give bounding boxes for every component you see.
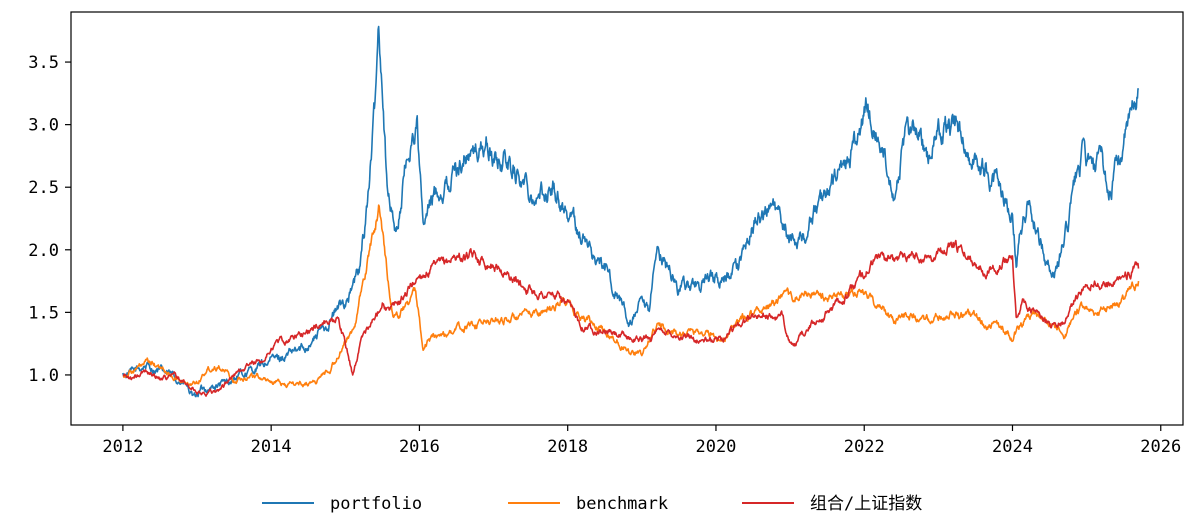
x-tick-label: 2014 — [251, 437, 292, 457]
series-line-ratio — [122, 239, 1140, 397]
x-tick-label: 2024 — [992, 437, 1033, 457]
legend-label: benchmark — [576, 494, 668, 514]
series-line-benchmark — [122, 204, 1140, 389]
y-tick-label: 3.5 — [28, 53, 59, 73]
y-axis: 1.0 1.5 2.0 2.5 3.0 3.5 — [28, 53, 71, 386]
y-tick-label: 2.0 — [28, 241, 59, 261]
legend: portfolio benchmark 组合/上证指数 — [262, 494, 922, 514]
x-tick-label: 2026 — [1140, 437, 1181, 457]
x-tick-label: 2020 — [695, 437, 736, 457]
legend-label: portfolio — [330, 494, 422, 514]
x-tick-label: 2012 — [102, 437, 143, 457]
y-tick-label: 3.0 — [28, 116, 59, 136]
legend-label: 组合/上证指数 — [810, 494, 922, 514]
y-tick-label: 1.5 — [28, 303, 59, 323]
axes-frame — [70, 11, 1184, 426]
series-line-portfolio — [122, 25, 1140, 398]
y-tick-label: 2.5 — [28, 178, 59, 198]
x-tick-label: 2016 — [399, 437, 440, 457]
x-tick-label: 2018 — [547, 437, 588, 457]
series-group — [122, 25, 1140, 398]
plot-area — [70, 11, 1184, 426]
x-axis: 2012 2014 2016 2018 2020 2022 2024 2026 — [102, 425, 1181, 457]
x-tick-label: 2022 — [844, 437, 885, 457]
y-tick-label: 1.0 — [28, 366, 59, 386]
